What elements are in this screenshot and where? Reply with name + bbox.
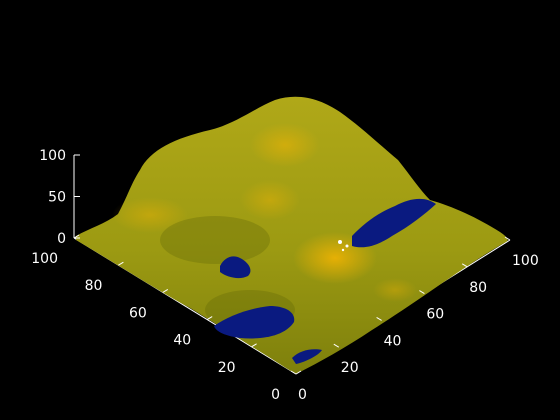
terrain-surface [76,96,508,374]
y-tick-mark [206,316,213,321]
x-tick-label: 100 [512,253,539,269]
z-tick-label: 0 [57,231,66,247]
water-region [220,256,251,279]
y-tick-mark [118,261,124,266]
x-tick-mark [333,343,340,348]
x-tick-label: 40 [384,333,402,349]
x-tick-mark [290,370,297,375]
highlight-glints [338,240,349,252]
surface [76,96,508,374]
valley-shade [160,216,270,264]
z-axis-ticks: 0 50 100 [39,148,80,247]
peak-main [250,123,320,167]
peak-center [240,180,300,220]
peak-small [373,278,417,302]
x-tick-mark [419,290,425,295]
y-axis-ticks: 0 20 40 60 80 100 [31,234,302,403]
y-tick-label: 0 [271,387,280,403]
peak-left [112,197,188,233]
y-tick-mark [295,370,302,375]
y-tick-mark [73,234,80,239]
x-tick-label: 20 [341,360,359,376]
y-tick-mark [162,288,169,293]
x-tick-label: 0 [298,387,307,403]
z-tick-label: 100 [39,148,66,164]
y-tick-label: 60 [129,305,147,321]
x-axis-ticks: 0 20 40 60 80 100 [290,236,539,403]
y-tick-label: 80 [85,278,103,294]
x-tick-mark [504,236,511,241]
x-tick-mark [461,263,468,268]
y-tick-label: 20 [218,360,236,376]
x-tick-label: 60 [426,307,444,323]
y-tick-label: 100 [31,251,58,267]
water-region [292,349,322,364]
y-tick-mark [251,343,257,348]
y-tick-label: 40 [173,333,191,349]
z-tick-label: 50 [48,190,66,206]
water-region [214,306,295,339]
x-tick-label: 80 [469,280,487,296]
water-region [352,198,436,248]
x-tick-mark [376,316,382,321]
